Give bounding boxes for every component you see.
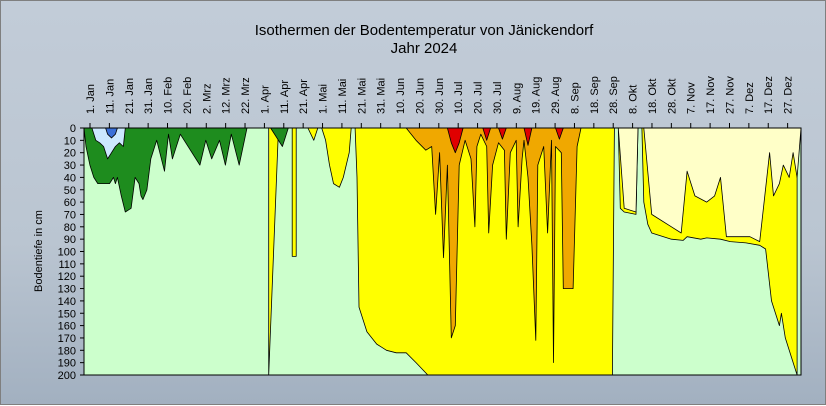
x-tick-label: 27. Dez [783,76,795,114]
x-tick-label: 1. Apr [259,85,271,114]
y-tick-label: 180 [58,345,76,357]
y-tick-label: 90 [64,234,76,246]
x-tick-label: 10. Jun [395,78,407,114]
x-tick-label: 10. Jul [453,82,465,114]
x-tick-label: 28. Okt [666,79,678,114]
y-tick-label: 20 [64,148,76,160]
y-tick-label: 60 [64,197,76,209]
x-tick-label: 10. Feb [163,77,175,114]
y-tick-label: 150 [58,308,76,320]
y-tick-label: 50 [64,185,76,197]
y-tick-label: 0 [70,123,76,135]
chart-subtitle: Jahr 2024 [391,40,458,57]
x-tick-label: 18. Sep [589,76,601,114]
chart-title: Isothermen der Bodentemperatur von Jänic… [255,22,594,39]
x-tick-label: 19. Aug [531,77,543,114]
y-tick-label: 10 [64,135,76,147]
x-tick-label: 2. Mrz [201,83,213,114]
x-tick-label: 17. Nov [705,76,717,114]
x-tick-label: 1. Jan [85,84,97,114]
x-tick-label: 29. Aug [550,77,562,114]
plot-area: 0102030405060708090100110120130140150160… [58,76,802,382]
x-tick-label: 31. Jan [143,78,155,114]
x-tick-label: 30. Jun [434,78,446,114]
y-tick-label: 200 [58,370,76,382]
isotherm-band-mild [83,127,289,213]
x-tick-label: 8. Sep [570,82,582,114]
x-tick-label: 22. Mrz [240,77,252,114]
x-tick-label: 8. Okt [628,85,640,114]
x-tick-label: 20. Jul [473,82,485,114]
x-tick-label: 21. Mai [356,78,368,114]
y-tick-label: 170 [58,333,76,345]
isotherm-band-very_hot [447,127,564,154]
isotherm-band-very_cool [91,127,126,160]
y-axis: 0102030405060708090100110120130140150160… [58,123,84,382]
x-tick-label: 21. Jan [124,78,136,114]
y-tick-label: 120 [58,271,76,283]
x-tick-label: 7. Nov [686,82,698,114]
x-tick-label: 20. Jun [414,78,426,114]
y-tick-label: 70 [64,209,76,221]
isotherm-bands [83,127,802,376]
x-tick-label: 7. Dez [744,82,756,114]
y-tick-label: 110 [58,259,76,271]
y-tick-label: 130 [58,284,76,296]
x-tick-label: 1. Mai [318,84,330,114]
x-tick-label: 11. Apr [279,80,291,114]
x-tick-label: 30. Jul [492,82,504,114]
y-tick-label: 140 [58,296,76,308]
x-tick-label: 18. Okt [647,79,659,114]
x-tick-label: 28. Sep [608,76,620,114]
x-tick-label: 31. Mai [376,78,388,114]
x-axis: 1. Jan 11. Jan 21. Jan 31. Jan 10. Feb 20. Fe… [85,76,795,128]
x-tick-label: 21. Apr [298,79,310,114]
y-tick-label: 190 [58,358,76,370]
y-tick-label: 100 [58,247,76,259]
isotherm-band-hot [405,127,586,363]
y-axis-title: Bodentiefe in cm [33,210,45,292]
y-tick-label: 160 [58,321,76,333]
x-tick-label: 11. Mai [337,79,349,114]
x-tick-label: 20. Feb [182,77,194,114]
x-tick-label: 17. Dez [763,76,775,114]
y-tick-label: 80 [64,222,76,234]
y-tick-label: 40 [64,172,76,184]
x-tick-label: 12. Mrz [221,77,233,114]
x-tick-label: 9. Aug [511,83,523,114]
y-tick-label: 30 [64,160,76,172]
x-tick-label: 11. Jan [104,79,116,114]
x-tick-label: 27. Nov [725,76,737,114]
